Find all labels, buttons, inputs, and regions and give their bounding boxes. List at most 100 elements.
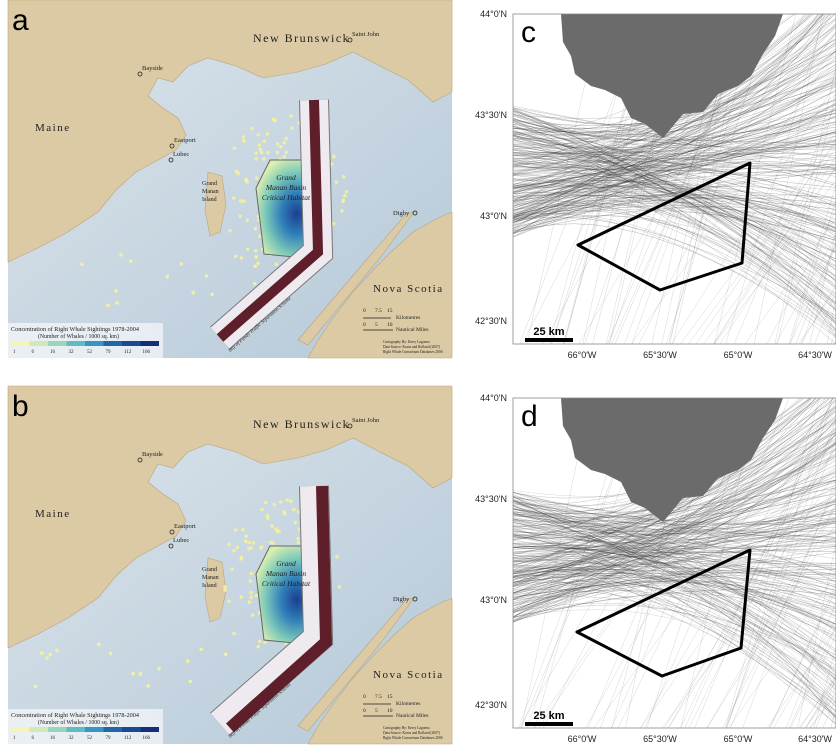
sighting — [250, 572, 254, 576]
sighting — [254, 157, 258, 161]
sighting — [109, 652, 113, 656]
scale-km-label: Kilometres — [396, 701, 420, 707]
sighting — [235, 170, 239, 174]
sighting — [245, 218, 249, 222]
town-label: Eastport — [174, 523, 196, 530]
lon-label: 66°0'W — [568, 734, 597, 744]
sighting — [296, 537, 300, 541]
sighting — [146, 684, 150, 688]
town-label: Digby — [393, 596, 410, 603]
sighting — [236, 545, 240, 549]
sighting — [272, 503, 276, 507]
town-label: Digby — [393, 210, 410, 217]
legend-swatch — [104, 341, 123, 346]
legend-value: 79 — [106, 736, 112, 741]
sighting — [157, 667, 161, 671]
sighting — [249, 596, 253, 600]
credit: Right Whale Consortium Databases 2006 — [383, 350, 443, 354]
sighting — [259, 546, 263, 550]
sighting — [257, 645, 261, 649]
sighting — [230, 567, 234, 571]
legend-swatch — [122, 727, 141, 732]
town-label: Bayside — [142, 451, 163, 458]
town-label: Eastport — [174, 137, 196, 144]
scale-label: 25 km — [533, 710, 564, 722]
legend-swatch — [11, 727, 30, 732]
lat-label: 44°0'N — [480, 393, 507, 403]
sighting — [242, 135, 246, 139]
sighting — [223, 585, 227, 589]
sighting — [129, 259, 133, 263]
sighting — [256, 133, 260, 137]
town-label: Saint John — [352, 31, 380, 38]
sighting — [248, 600, 252, 604]
island-label: Manan — [202, 189, 219, 195]
sighting — [234, 254, 238, 258]
sighting — [166, 275, 170, 279]
lat-label: 43°30'N — [475, 110, 507, 120]
credit: Data Source: Kraus and Rolland (2007) — [383, 731, 441, 735]
sighting — [240, 256, 244, 260]
sighting — [254, 255, 258, 259]
sighting — [266, 132, 270, 136]
credit: Right Whale Consortium Databases 2006 — [383, 736, 443, 740]
scale-km-tick: 7.5 — [375, 694, 382, 700]
sighting — [266, 514, 270, 518]
map-panel: Bay of Fundy Traffic Separation SchemeNe… — [8, 386, 452, 744]
legend-swatch — [67, 341, 86, 346]
habitat-label: Manan Basin — [265, 569, 306, 578]
sighting — [341, 200, 345, 204]
sighting — [266, 151, 270, 155]
lat-label: 43°0'N — [480, 211, 507, 221]
sighting — [275, 262, 279, 266]
sighting — [244, 534, 248, 538]
sighting — [234, 528, 238, 532]
sighting — [338, 585, 342, 589]
sighting — [119, 253, 123, 257]
island-label: Grand — [202, 181, 217, 187]
scale-nm-label: Nautical Miles — [396, 327, 429, 333]
sighting — [254, 227, 258, 231]
sighting — [223, 588, 227, 592]
scale-km-tick: 15 — [387, 308, 393, 314]
legend-swatch — [141, 341, 160, 346]
sighting — [232, 549, 236, 553]
sighting — [245, 180, 249, 184]
sighting — [253, 282, 257, 286]
sighting — [239, 199, 243, 203]
track-panel: 44°0'N43°30'N43°0'N42°30'N66°0'W65°30'W6… — [475, 358, 836, 744]
sighting — [97, 643, 101, 647]
scale-km-label: Kilometres — [396, 315, 420, 321]
sighting — [255, 176, 259, 180]
sighting — [257, 143, 261, 147]
panel-label: d — [521, 400, 538, 433]
scale-nm-tick: 5 — [375, 322, 378, 328]
lon-label: 64°30'W — [798, 734, 832, 744]
sighting — [279, 500, 283, 504]
credit: Cartography By: Kerry Lagueux — [383, 340, 430, 344]
sighting — [332, 155, 336, 159]
sighting — [199, 647, 203, 651]
region-label: Nova Scotia — [373, 283, 444, 295]
sighting — [40, 651, 44, 655]
sighting — [249, 591, 253, 595]
sighting — [262, 157, 266, 161]
region-label: Nova Scotia — [373, 669, 444, 681]
lon-label: 65°0'W — [724, 350, 753, 360]
sighting — [277, 529, 281, 533]
sighting — [80, 262, 84, 266]
sighting — [241, 528, 245, 532]
sighting — [289, 114, 293, 118]
sighting — [297, 541, 301, 545]
legend-swatch — [48, 727, 67, 732]
lon-label: 65°30'W — [643, 734, 677, 744]
sighting — [244, 540, 248, 544]
lat-label: 42°30'N — [475, 700, 507, 710]
scale-km-tick: 0 — [363, 308, 366, 314]
lon-label: 66°0'W — [568, 350, 597, 360]
sighting — [345, 190, 349, 194]
lat-label: 44°0'N — [480, 9, 507, 19]
sighting — [255, 594, 259, 598]
page: { "map_panels": [ { "label": "a", "regio… — [0, 0, 836, 746]
scale-nm-tick: 0 — [363, 708, 366, 714]
